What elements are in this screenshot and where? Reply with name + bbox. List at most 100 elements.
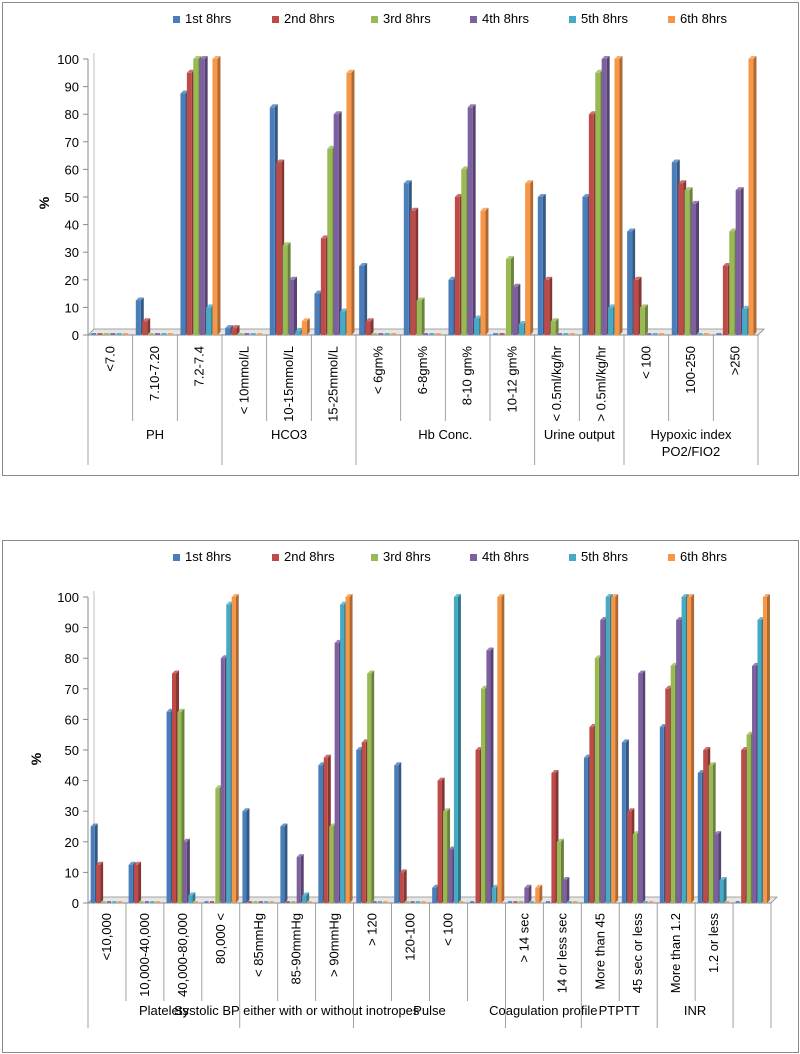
y-tick-label: 50	[65, 743, 79, 758]
y-tick-label: 40	[65, 774, 79, 789]
legend-swatch-1	[173, 554, 180, 561]
group-label-4: Urine output	[544, 427, 615, 442]
bar-side	[615, 594, 619, 903]
bar-front	[729, 231, 735, 335]
bar-5-cat-2	[150, 901, 155, 903]
bar-top	[480, 207, 489, 211]
bar-front	[525, 183, 531, 335]
category-label-10: 10-12 gm%	[504, 346, 519, 413]
legend-label-6: 6th 8hrs	[680, 549, 727, 564]
bar-top	[474, 315, 483, 319]
bar-top	[314, 290, 323, 294]
bar-front	[410, 210, 416, 335]
category-label-13: 14 or less sec	[554, 913, 569, 994]
y-tick-label: 100	[57, 52, 79, 67]
bar-side	[147, 318, 151, 335]
bar-3-cat-7	[371, 333, 377, 335]
bar-1-cat-6	[280, 823, 288, 903]
legend-label-5: 5th 8hrs	[581, 549, 628, 564]
bar-top	[486, 647, 494, 651]
group-label-6: INR	[684, 1003, 706, 1018]
bar-side	[284, 823, 288, 903]
bar-front	[320, 238, 326, 335]
legend-label-5: 5th 8hrs	[581, 11, 628, 26]
bar-side	[539, 884, 543, 903]
bar-front	[708, 765, 713, 903]
bar-top	[96, 861, 104, 865]
bar-2-cat-10	[499, 333, 505, 335]
bar-top	[177, 708, 185, 712]
bar-side	[753, 56, 757, 335]
bar-top	[302, 892, 310, 896]
bar-1-cat-5	[242, 808, 250, 903]
bar-front	[225, 328, 231, 335]
bar-top	[301, 318, 310, 322]
bar-top	[684, 187, 693, 191]
category-label-17: 1.2 or less	[706, 913, 721, 973]
y-tick-label: 90	[65, 621, 79, 636]
bar-top	[497, 594, 505, 597]
bar-top	[280, 823, 288, 827]
bar-6-cat-5	[301, 318, 310, 335]
bar-front	[583, 757, 588, 903]
bar-top	[600, 616, 608, 620]
bar-top	[193, 56, 202, 59]
bar-top	[135, 297, 144, 301]
bar-front	[608, 307, 614, 335]
bar-top	[697, 769, 705, 773]
bar-front	[448, 849, 453, 903]
bar-front	[748, 59, 754, 335]
bar-top	[611, 594, 619, 597]
legend-swatch-3	[371, 16, 378, 23]
bar-top	[333, 111, 342, 115]
bar-front	[676, 619, 681, 903]
bar-1-cat-9	[394, 762, 402, 903]
category-label-14: 100-250	[683, 346, 698, 394]
bar-4-cat-3	[199, 56, 208, 335]
bar-front	[544, 279, 550, 335]
category-label-1: <10,000	[99, 913, 114, 960]
category-label-8: > 120	[365, 913, 380, 946]
bar-side	[490, 647, 494, 903]
category-label-8: 6-8gm%	[415, 346, 430, 395]
y-tick-label: 60	[65, 162, 79, 177]
legend-swatch-5	[569, 554, 576, 561]
bar-top	[719, 877, 727, 881]
bar-top	[432, 884, 440, 888]
bar-2-cat-2	[142, 318, 151, 335]
bar-3-cat-9	[405, 901, 410, 903]
bar-front	[394, 765, 399, 903]
bar-top	[329, 823, 337, 827]
bar-top	[746, 731, 754, 735]
bar-3-cat-5	[253, 901, 258, 903]
category-label-7: > 90mmHg	[327, 913, 342, 977]
bar-5-cat-15	[643, 901, 648, 903]
bar-side	[306, 318, 310, 335]
bar-top	[361, 739, 369, 743]
bar-4-cat-2	[144, 901, 149, 903]
bar-4-cat-11	[557, 333, 563, 335]
chart-platelets-bp-pulse-coagulation: 1st 8hrs 2nd 8hrs 3rd 8hrs 4th 8hrs 5th 8hrs…	[2, 540, 799, 1053]
bar-4-cat-2	[155, 333, 161, 335]
bar-6-cat-7	[345, 594, 353, 903]
bar-front	[757, 619, 762, 903]
y-tick-label: 70	[65, 135, 79, 150]
bar-top	[461, 166, 470, 170]
bar-front	[416, 300, 422, 335]
bar-top	[186, 69, 195, 73]
bar-top	[638, 670, 646, 674]
bar-side	[421, 297, 425, 335]
bar-side	[530, 180, 534, 335]
legend-swatch-6	[668, 16, 675, 23]
bar-front	[206, 307, 212, 335]
bar-front	[269, 107, 275, 335]
y-tick-label: 0	[72, 896, 79, 911]
bar-top	[524, 884, 532, 888]
y-tick-label: 70	[65, 682, 79, 697]
category-label-16: More than 1.2	[668, 913, 683, 993]
bar-front	[135, 300, 141, 335]
bar-4-cat-7	[378, 333, 384, 335]
bar-4-cat-1	[110, 333, 116, 335]
bar-front	[346, 72, 352, 336]
bar-6-cat-9	[421, 901, 426, 903]
